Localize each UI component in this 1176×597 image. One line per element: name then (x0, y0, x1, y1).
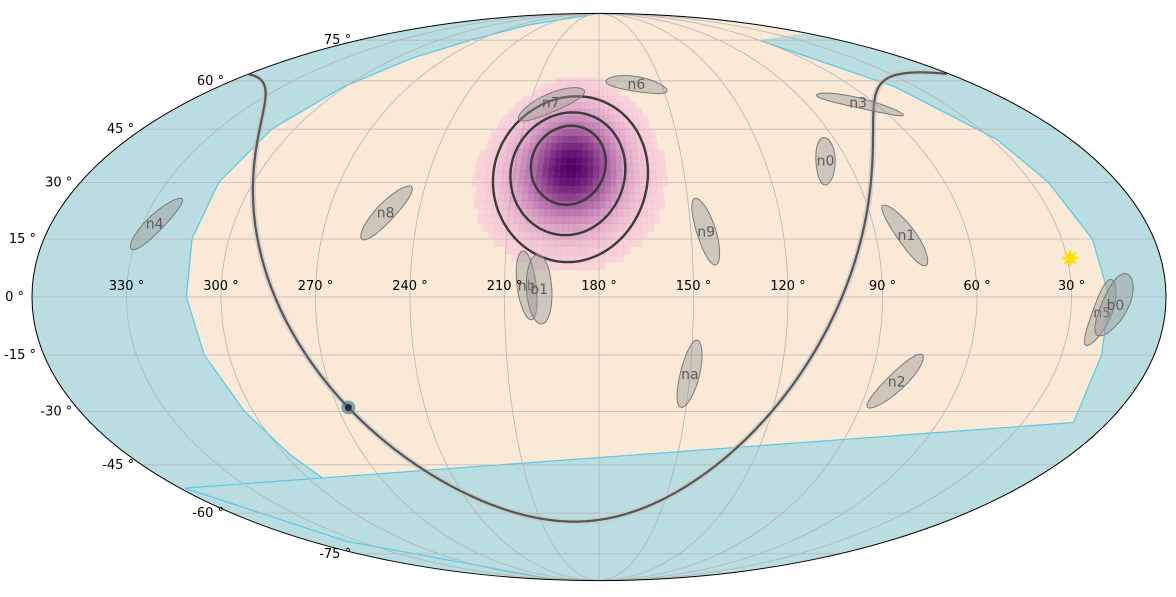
dec-tick-label: -45 ° (102, 458, 134, 473)
sky-border (31, 13, 1167, 581)
dec-tick-label: 60 ° (197, 74, 224, 89)
ra-tick-label: 120 ° (770, 279, 805, 294)
detector-n4 (129, 197, 184, 251)
dec-tick-label: -60 ° (192, 506, 224, 521)
dec-tick-label: -30 ° (40, 405, 72, 420)
detector-n2 (866, 353, 924, 409)
detector-label-n9: n9 (697, 224, 715, 240)
dec-tick-label: 15 ° (9, 232, 36, 247)
detector-b0 (1094, 272, 1134, 337)
dec-tick-label: 75 ° (324, 33, 351, 48)
ra-tick-label: 150 ° (676, 279, 711, 294)
contour-68 (529, 124, 607, 207)
ra-tick-label: 270 ° (298, 279, 333, 294)
sun-icon (1062, 250, 1079, 267)
probability-map (471, 77, 669, 270)
detector-n8 (360, 185, 413, 241)
detector-label-n8: n8 (377, 205, 395, 221)
contour-997 (491, 95, 650, 264)
detector-n3 (815, 92, 904, 117)
detector-label-n1: n1 (898, 228, 916, 244)
dec-tick-label: 45 ° (107, 122, 134, 137)
galactic-plane (248, 69, 948, 525)
contour-95 (509, 111, 627, 237)
detector-n0 (815, 137, 836, 186)
ra-tick-label: 90 ° (869, 279, 896, 294)
ra-tick-label: 210 ° (487, 279, 522, 294)
detector-label-n3: n3 (849, 96, 867, 112)
detector-n6 (605, 75, 668, 95)
ra-tick-label: 60 ° (963, 279, 990, 294)
detector-label-n7: n7 (542, 96, 560, 112)
detector-label-b1: b1 (530, 282, 548, 298)
dec-tick-label: 0 ° (5, 290, 24, 305)
detector-label-n5: n5 (1093, 306, 1111, 322)
detector-label-n0: n0 (817, 154, 835, 170)
detector-label-n6: n6 (628, 77, 646, 93)
dec-tick-label: 30 ° (45, 176, 72, 191)
coordinate-grid (32, 13, 1167, 581)
confidence-contours (491, 95, 650, 264)
detector-n9 (691, 197, 721, 266)
ra-tick-label: 330 ° (109, 279, 144, 294)
dec-tick-label: -15 ° (4, 348, 36, 363)
axis-tick-labels: 330 ° 300 ° 270 ° 240 ° 210 ° 180 ° 150 ° 120 °… (4, 33, 1085, 562)
ra-tick-label: 30 ° (1058, 279, 1085, 294)
ra-tick-label: 180 ° (581, 279, 616, 294)
detector-label-n4: n4 (146, 217, 164, 233)
detector-na (676, 339, 703, 408)
detector-label-n2: n2 (888, 375, 906, 391)
detector-n7 (518, 87, 586, 122)
galactic-center-marker (341, 400, 356, 415)
detector-n1 (881, 204, 929, 267)
detector-b1 (525, 254, 553, 325)
ra-tick-label: 240 ° (392, 279, 427, 294)
detector-label-b0: b0 (1107, 298, 1125, 314)
ra-tick-label: 300 ° (203, 279, 238, 294)
dec-tick-label: -75 ° (319, 547, 351, 562)
detector-label-na: na (681, 367, 698, 383)
detector-n5 (1083, 279, 1117, 347)
